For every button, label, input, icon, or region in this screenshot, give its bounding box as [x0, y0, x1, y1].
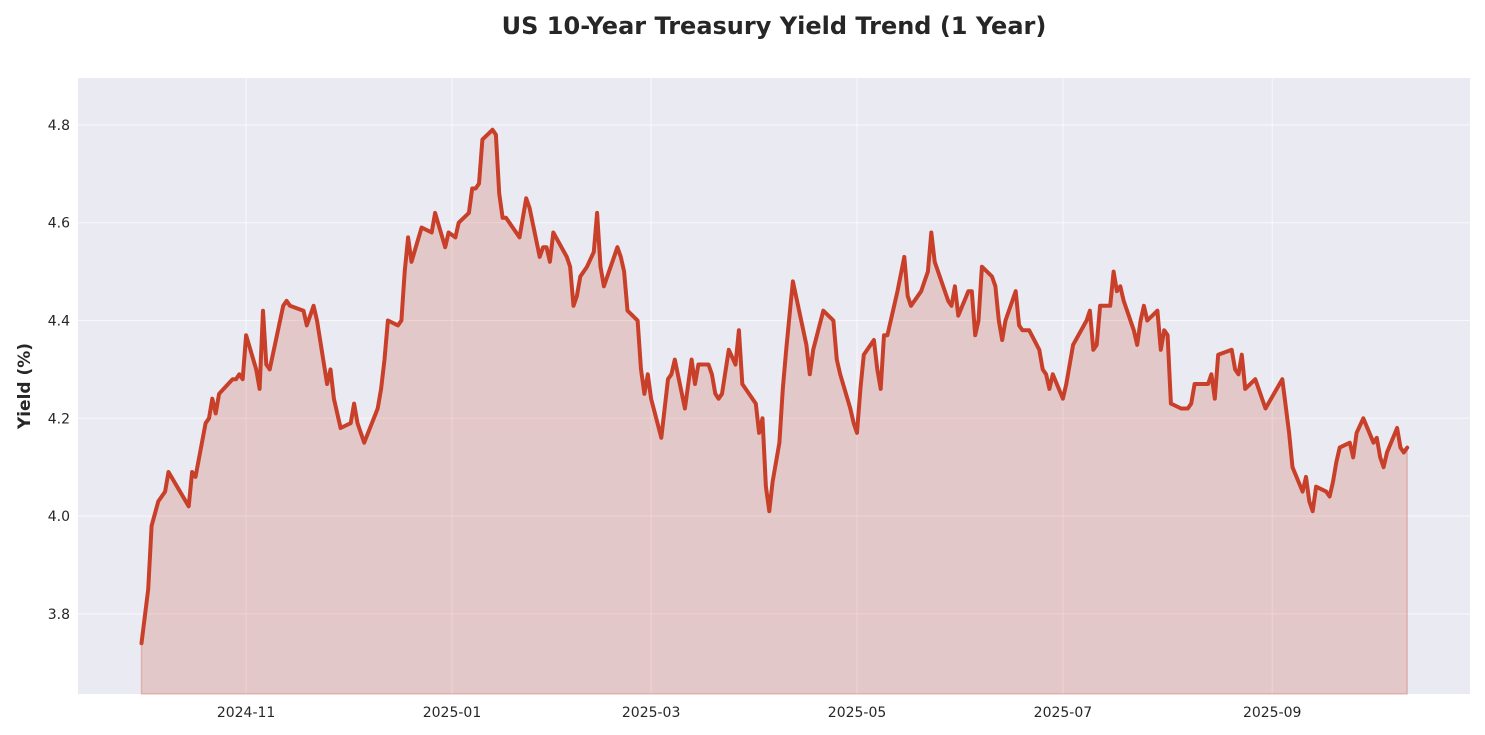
y-tick-label: 4.8 [48, 118, 70, 134]
plot-area [78, 78, 1470, 694]
y-tick-label: 4.0 [48, 509, 70, 525]
series-line [139, 127, 1410, 646]
y-axis-label: Yield (%) [15, 343, 35, 430]
x-tick-label: 2025-07 [1034, 705, 1093, 721]
x-tick-label: 2025-05 [828, 705, 887, 721]
axis-ticks: 2024-11 2025-01 2025-03 2025-05 2025-07 2025-… [48, 118, 1302, 721]
x-tick-label: 2024-11 [217, 705, 276, 721]
grid-lines [78, 78, 1470, 694]
x-tick-label: 2025-03 [622, 705, 681, 721]
y-tick-label: 4.6 [48, 216, 70, 232]
y-tick-label: 3.8 [48, 607, 70, 623]
x-tick-label: 2025-09 [1243, 705, 1302, 721]
y-tick-label: 4.2 [48, 411, 70, 427]
x-tick-label: 2025-01 [423, 705, 482, 721]
series-area [139, 127, 1410, 695]
chart-title: US 10-Year Treasury Yield Trend (1 Year) [501, 12, 1047, 40]
y-tick-label: 4.4 [48, 313, 70, 329]
